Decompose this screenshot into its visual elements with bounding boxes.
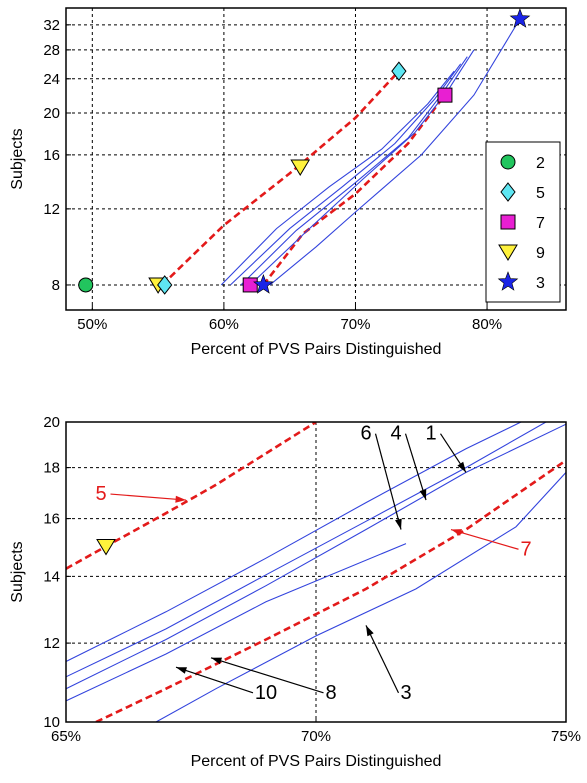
annotation-arrowhead xyxy=(366,625,374,637)
series-line-7 xyxy=(269,18,521,286)
series-line-2 xyxy=(262,94,446,286)
annotation-arrow xyxy=(404,433,427,501)
series-line-5 xyxy=(66,423,566,690)
annotation-arrowhead xyxy=(175,495,186,503)
y-tick-label: 32 xyxy=(43,17,60,34)
data-point-3 xyxy=(253,274,274,294)
y-tick-label: 12 xyxy=(43,635,60,652)
y-tick-label: 24 xyxy=(43,71,60,88)
legend-marker xyxy=(500,214,516,230)
annotation-arrowhead xyxy=(211,657,222,665)
data-point-5 xyxy=(391,61,407,81)
annotation-arrow xyxy=(110,493,187,501)
series-line-6 xyxy=(249,49,475,286)
annotation-label: 3 xyxy=(400,682,411,704)
legend-label: 9 xyxy=(536,245,545,262)
annotation-label: 5 xyxy=(95,483,106,505)
data-point-5 xyxy=(157,275,173,295)
y-tick-label: 28 xyxy=(43,42,60,59)
x-tick-label: 70% xyxy=(301,728,331,745)
series-group xyxy=(66,422,566,722)
annotation-arrowhead xyxy=(419,489,427,501)
annotation-arrow xyxy=(450,528,519,550)
legend-box xyxy=(485,141,561,303)
data-point-2 xyxy=(78,277,94,293)
data-point-9 xyxy=(96,539,116,556)
legend-label: 3 xyxy=(536,275,545,292)
series-line-4 xyxy=(66,422,547,678)
x-axis-label: Percent of PVS Pairs Distinguished xyxy=(191,341,442,358)
data-point-7 xyxy=(437,87,453,103)
annotation-arrow xyxy=(374,433,402,530)
legend-marker xyxy=(500,182,516,202)
y-tick-label: 16 xyxy=(43,511,60,528)
annotation-label: 1 xyxy=(425,423,436,445)
x-axis-label: Percent of PVS Pairs Distinguished xyxy=(191,753,442,770)
y-tick-label: 12 xyxy=(43,201,60,218)
legend-label: 2 xyxy=(536,155,545,172)
series-line-5 xyxy=(240,56,468,286)
annotation-label: 4 xyxy=(390,423,401,445)
legend-marker xyxy=(500,154,516,170)
y-axis-label: Subjects xyxy=(9,128,26,189)
y-tick-label: 10 xyxy=(43,714,60,731)
top-plot: 2 5 7 9 3 50% 60% 70% 80% 8 12 16 20 24 28 32 Percent of… xyxy=(9,7,567,358)
x-tick-label: 65% xyxy=(51,728,81,745)
annotation-arrow xyxy=(365,625,400,694)
data-point-3 xyxy=(509,8,531,28)
series-line-1 xyxy=(161,70,400,286)
y-tick-label: 20 xyxy=(43,105,60,122)
x-tick-label: 60% xyxy=(209,316,239,333)
annotation-label: 7 xyxy=(520,538,531,560)
x-tick-label: 80% xyxy=(472,316,502,333)
bottom-plot: 5 7 6 4 1 10 8 3 65% 70% 75% 10 12 14 16 18 20 Percent of… xyxy=(9,414,581,770)
annotation-label: 6 xyxy=(360,423,371,445)
y-axis-label: Subjects xyxy=(9,541,26,602)
y-tick-label: 8 xyxy=(52,277,60,294)
y-tick-label: 20 xyxy=(43,414,60,431)
data-point-7 xyxy=(242,277,258,293)
x-tick-label: 70% xyxy=(340,316,370,333)
y-tick-label: 14 xyxy=(43,568,60,585)
legend-label: 5 xyxy=(536,185,545,202)
series-line-3 xyxy=(220,70,455,286)
plot-frame xyxy=(65,7,567,311)
series-line-4 xyxy=(230,63,462,286)
y-tick-label: 16 xyxy=(43,147,60,164)
legend-label: 7 xyxy=(536,215,545,232)
series-group xyxy=(161,18,521,286)
data-point-9 xyxy=(290,159,311,176)
series-line-3 xyxy=(66,422,522,662)
x-tick-label: 75% xyxy=(551,728,581,745)
annotation-arrowhead xyxy=(457,461,466,473)
annotation-arrowhead xyxy=(451,529,462,536)
x-tick-label: 50% xyxy=(77,316,107,333)
annotation-label: 10 xyxy=(255,682,277,704)
series-line-6 xyxy=(66,543,407,702)
series-line-7 xyxy=(155,472,566,722)
series-line-2 xyxy=(95,459,566,722)
y-tick-label: 18 xyxy=(43,460,60,477)
annotation-arrowhead xyxy=(176,667,187,674)
annotation-arrowhead xyxy=(395,518,402,530)
annotation-arrow xyxy=(210,657,324,694)
annotation-arrow xyxy=(175,666,254,694)
annotation-label: 8 xyxy=(325,682,336,704)
legend-marker xyxy=(497,271,519,291)
legend-marker xyxy=(498,244,518,261)
